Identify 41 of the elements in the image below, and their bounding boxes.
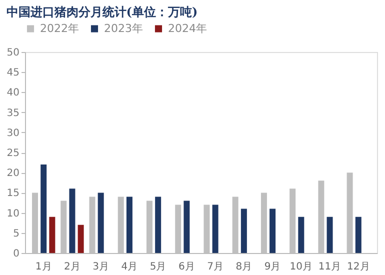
bar [298, 216, 304, 253]
x-tick-label: 1月 [35, 262, 52, 272]
bar [78, 224, 84, 253]
x-tick-label: 2月 [64, 262, 80, 272]
bar [184, 200, 190, 253]
bar [40, 164, 47, 253]
x-tick-label: 8月 [236, 262, 252, 272]
x-tick-label: 10月 [290, 262, 313, 272]
x-tick-label: 11月 [318, 262, 342, 272]
bar [240, 208, 247, 253]
y-tick-label: 10 [6, 208, 20, 220]
y-tick-label: 25 [6, 148, 20, 159]
x-tick-label: 4月 [121, 262, 138, 272]
y-tick-label: 5 [13, 228, 20, 240]
chart-title: 中国进口猪肉分月统计(单位：万吨) [6, 5, 198, 19]
x-tick-label: 5月 [150, 262, 166, 272]
bar [69, 188, 76, 253]
bar [355, 216, 362, 253]
y-tick-label: 15 [6, 188, 20, 200]
x-tick-label: 3月 [92, 262, 110, 272]
x-tick-label: 7月 [207, 262, 224, 272]
y-tick-label: 35 [6, 108, 20, 119]
y-tick-label: 30 [6, 128, 20, 139]
bar [326, 216, 333, 253]
y-tick-label: 20 [6, 168, 20, 180]
legend-label: 2023年 [104, 22, 143, 35]
bar [126, 196, 132, 253]
bar [212, 204, 218, 253]
y-tick-label: 50 [6, 48, 20, 58]
bar [155, 196, 162, 253]
x-tick-label: 9月 [264, 262, 281, 272]
legend-label: 2024年 [168, 22, 207, 35]
bar [98, 192, 104, 253]
y-tick-label: 0 [13, 248, 20, 260]
legend-label: 2022年 [40, 22, 79, 35]
bar [49, 216, 56, 253]
bar [270, 208, 276, 253]
y-tick-label: 45 [6, 68, 20, 79]
x-tick-label: 6月 [178, 262, 195, 272]
y-tick-label: 40 [6, 88, 20, 99]
x-tick-label: 12月 [347, 262, 370, 272]
